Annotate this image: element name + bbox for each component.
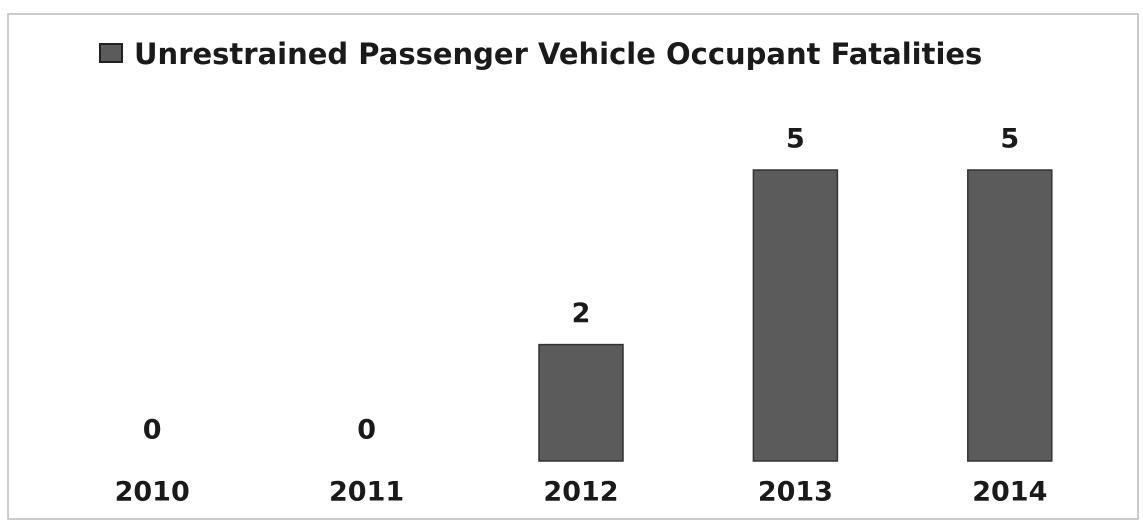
x-tick-label: 2011 <box>329 477 404 508</box>
bar <box>752 169 839 462</box>
data-label: 5 <box>786 124 805 155</box>
data-label: 2 <box>572 298 591 329</box>
bar <box>538 343 624 462</box>
x-tick-label: 2013 <box>758 477 833 508</box>
x-tick-label: 2012 <box>543 477 618 508</box>
bar <box>967 169 1053 462</box>
data-label: 5 <box>1000 124 1019 155</box>
chart-border <box>7 13 1139 520</box>
data-label: 0 <box>357 415 376 446</box>
x-tick-label: 2014 <box>972 477 1047 508</box>
legend-swatch <box>99 43 123 63</box>
legend-label: Unrestrained Passenger Vehicle Occupant … <box>134 37 982 71</box>
data-label: 0 <box>143 415 162 446</box>
x-tick-label: 2010 <box>115 477 190 508</box>
